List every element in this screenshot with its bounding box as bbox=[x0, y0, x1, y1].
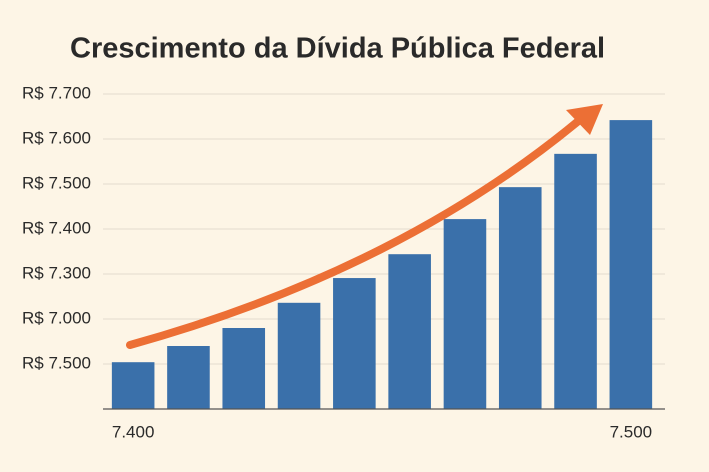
y-tick-label: R$ 7.300 bbox=[22, 263, 91, 282]
bar bbox=[609, 120, 653, 409]
bar bbox=[277, 302, 321, 409]
bar bbox=[498, 187, 542, 409]
bar bbox=[443, 219, 487, 409]
bar bbox=[333, 278, 376, 409]
trend-arrow-head bbox=[566, 104, 603, 135]
y-tick-label: R$ 7.000 bbox=[22, 308, 91, 327]
chart-title: Crescimento da Dívida Pública Federal bbox=[70, 33, 605, 65]
bar bbox=[111, 362, 155, 409]
y-tick-label: R$ 7.500 bbox=[22, 353, 91, 372]
y-tick-label: R$ 7.700 bbox=[22, 83, 91, 102]
y-tick-label: R$ 7.600 bbox=[22, 128, 91, 147]
bars bbox=[111, 120, 653, 409]
y-tick-label: R$ 7.500 bbox=[22, 173, 91, 192]
bar bbox=[388, 254, 431, 409]
x-tick-label: 7.400 bbox=[112, 422, 155, 441]
bar bbox=[554, 153, 597, 409]
trend-arrow bbox=[126, 104, 603, 349]
bar bbox=[167, 346, 210, 409]
bar bbox=[222, 328, 266, 409]
trend-arrow-line bbox=[126, 114, 586, 349]
y-tick-label: R$ 7.400 bbox=[22, 218, 91, 237]
x-tick-label: 7.500 bbox=[610, 422, 653, 441]
